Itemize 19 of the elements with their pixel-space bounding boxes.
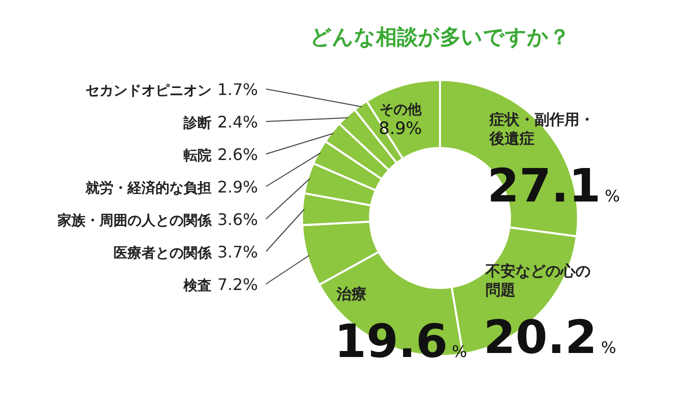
slice-label: 診断 (182, 114, 212, 132)
chart-title: どんな相談が多いですか？ (310, 25, 570, 49)
slice-label: 治療 (335, 284, 366, 303)
slice-label: その他 (379, 102, 422, 118)
slice-label: 家族・周囲の人との関係 (56, 212, 212, 229)
data-label: 2.6% (217, 145, 258, 164)
data-label: 20.2% (483, 310, 616, 364)
slice-label: 転院 (182, 147, 212, 164)
slice-label: セカンドオピニオン (85, 83, 212, 99)
data-label: 2.9% (217, 178, 258, 196)
slice-label: 就労・経済的な負担 (84, 180, 212, 196)
slice-label: 検査 (182, 278, 212, 294)
data-label: 3.7% (217, 242, 258, 262)
data-label: 2.4% (217, 112, 258, 132)
data-label: 7.2% (217, 275, 258, 294)
data-label: 1.7% (217, 80, 258, 99)
slice-label: 医療者との関係 (113, 244, 212, 262)
data-label: 3.6% (217, 210, 258, 229)
slice-label: 症状・副作用・後遺症 (488, 110, 594, 148)
